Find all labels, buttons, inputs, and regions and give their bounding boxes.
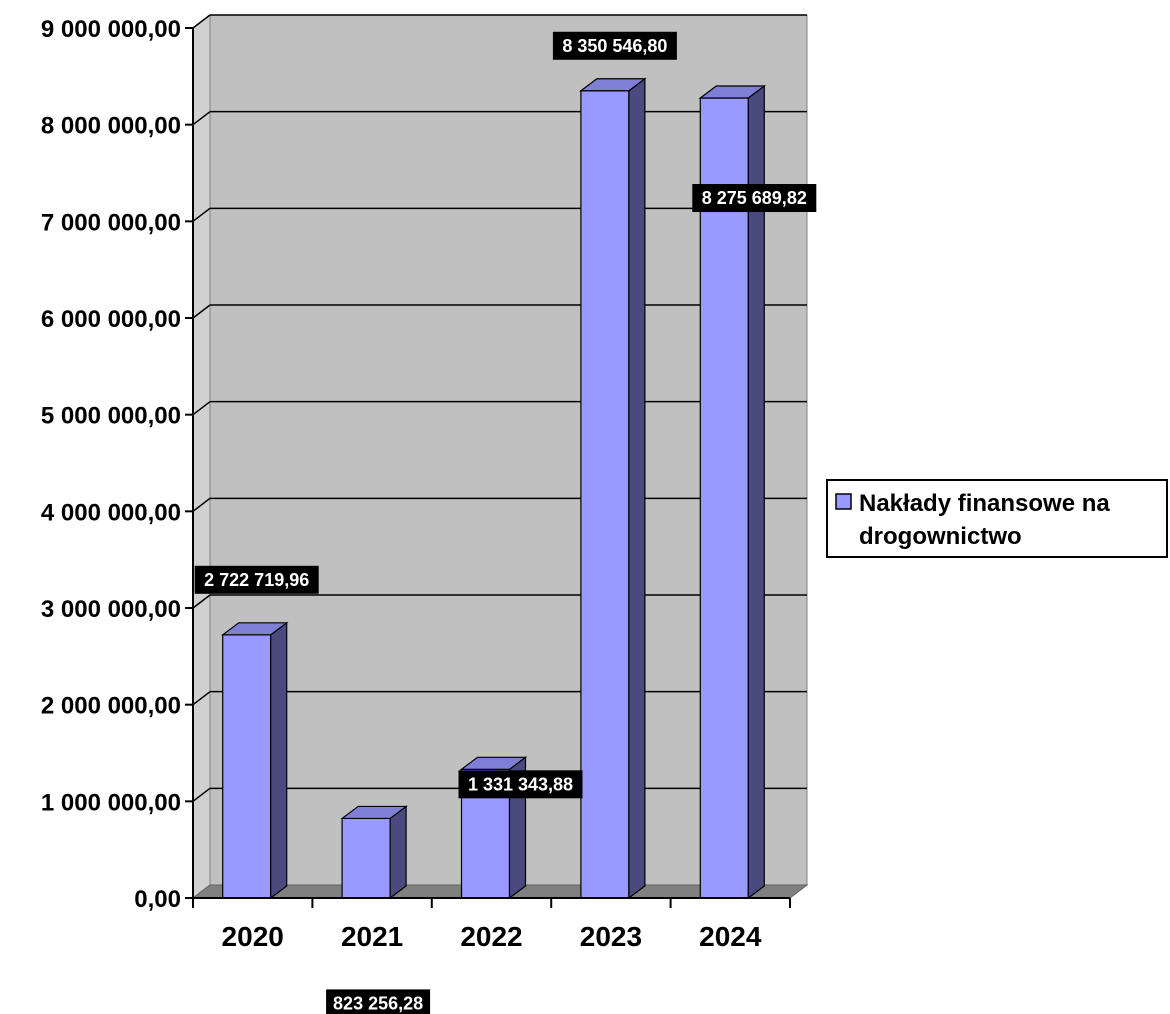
bar (340, 805, 408, 900)
gridline-side (192, 787, 211, 802)
y-tick-label: 2 000 000,00 (41, 693, 181, 720)
x-axis: 2020 2021 2022 2023 2024 (192, 897, 791, 952)
legend-label-line-1: Nakłady finansowe na (859, 490, 1110, 517)
legend-box (826, 479, 1168, 558)
x-tick-label: 2020 (222, 921, 284, 952)
bar-top (698, 85, 767, 99)
x-tick-label: 2024 (699, 921, 762, 952)
data-label: 8 350 546,80 (562, 36, 667, 56)
bar (698, 84, 767, 900)
y-tick-label: 5 000 000,00 (41, 403, 181, 430)
bar (220, 621, 289, 900)
side-wall (192, 13, 211, 900)
y-tick-label: 9 000 000,00 (41, 16, 181, 43)
gridline-side (192, 304, 211, 319)
y-tick-label: 4 000 000,00 (41, 499, 181, 526)
data-label: 823 256,28 (333, 993, 423, 1013)
legend-swatch (835, 493, 852, 510)
bar-top (340, 805, 408, 820)
y-tick-label: 6 000 000,00 (41, 306, 181, 333)
bar-front (222, 634, 272, 899)
data-label: 1 331 343,88 (468, 774, 573, 794)
bar-top (220, 622, 289, 636)
data-label: 2 722 719,96 (204, 570, 309, 590)
bar-top (459, 756, 528, 770)
gridline-side (192, 14, 211, 29)
gridline-side (192, 497, 211, 512)
data-label-bg (458, 770, 583, 799)
gridline-side (192, 111, 211, 126)
x-tick-label: 2022 (460, 921, 522, 952)
x-tick-label: 2021 (341, 921, 403, 952)
bar-side (389, 805, 407, 900)
data-label: 8 275 689,82 (702, 188, 807, 208)
data-label-bg (326, 989, 431, 1014)
legend-label-line-2: drogownictwo (859, 523, 1022, 550)
y-axis: 0,00 1 000 000,00 2 000 000,00 3 000 000,00… (41, 16, 194, 913)
data-label-bg (552, 31, 677, 60)
legend: Nakłady finansowe na drogownictwo (826, 479, 1168, 558)
bar-front (341, 817, 391, 899)
y-tick-label: 3 000 000,00 (41, 596, 181, 623)
data-labels: 2 722 719,96 823 256,28 1 331 343,88 8 350 … (194, 31, 817, 1014)
bar-side (628, 77, 646, 900)
gridline-side (192, 207, 211, 222)
data-label-bg (692, 184, 817, 213)
y-tick-label: 1 000 000,00 (41, 789, 181, 816)
gridline-side (192, 594, 211, 609)
bar-front (580, 90, 630, 899)
bar-top (579, 78, 647, 92)
bar (579, 77, 647, 900)
data-label-bg (194, 565, 319, 594)
y-tick-label: 0,00 (134, 886, 181, 913)
bar-side (270, 621, 288, 900)
gridline-side (192, 401, 211, 416)
x-tick-label: 2023 (580, 921, 642, 952)
y-tick-label: 8 000 000,00 (41, 113, 181, 140)
gridline-side (192, 691, 211, 706)
y-tick-label: 7 000 000,00 (41, 209, 181, 236)
bar-front (699, 97, 749, 899)
